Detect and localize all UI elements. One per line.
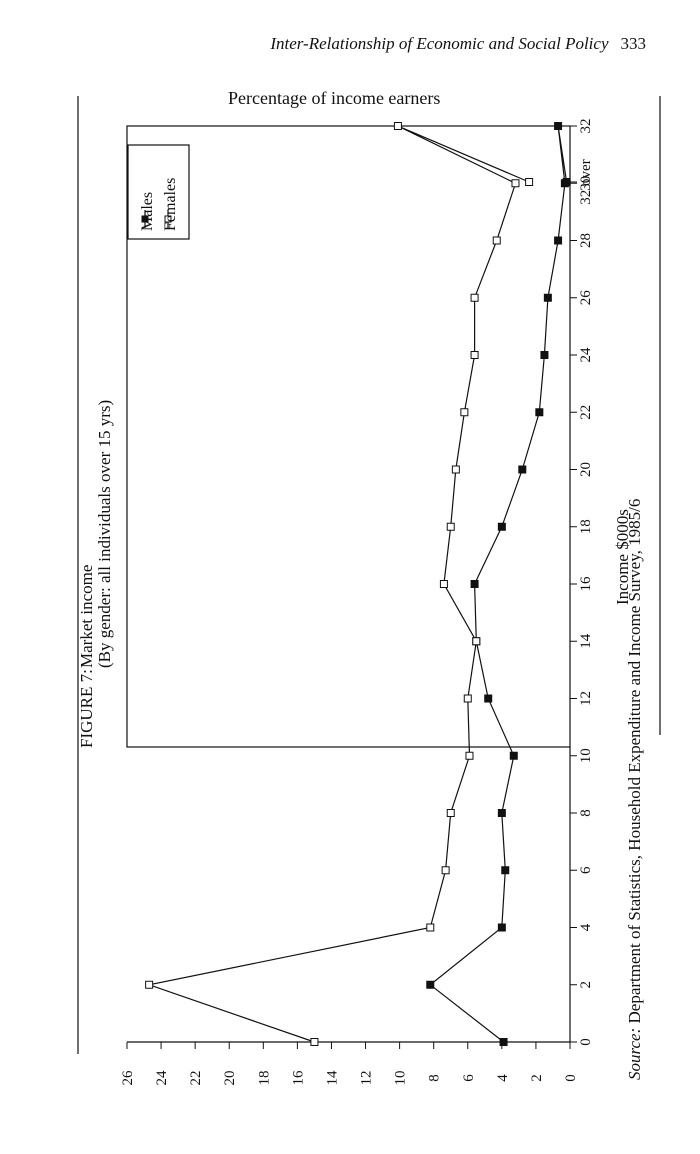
data-point-males bbox=[484, 694, 493, 703]
y-tick-label: 18 bbox=[256, 1071, 272, 1086]
data-point-males bbox=[470, 580, 479, 588]
data-point-males bbox=[497, 809, 506, 817]
data-point-females bbox=[460, 408, 469, 417]
series-line-females bbox=[146, 125, 530, 1043]
x-tick-label: 18 bbox=[578, 519, 594, 534]
data-point-females bbox=[465, 751, 474, 760]
y-tick-label: 4 bbox=[495, 1074, 511, 1082]
data-point-males bbox=[540, 351, 549, 359]
y-tick-label: 26 bbox=[120, 1070, 136, 1086]
y-tick-label: 16 bbox=[290, 1070, 306, 1086]
data-point-males bbox=[518, 465, 527, 474]
legend-males-label: Males bbox=[139, 192, 156, 231]
x-tick-label: 28 bbox=[578, 233, 594, 248]
y-tick-label: 8 bbox=[427, 1074, 443, 1082]
data-point-males bbox=[426, 980, 435, 989]
x-tick-label: 0 bbox=[578, 1038, 594, 1046]
series-line-males bbox=[429, 125, 568, 1043]
running-head: Inter-Relationship of Economic and Socia… bbox=[270, 34, 646, 54]
x-tick-label: 12 bbox=[578, 691, 594, 706]
page-number: 333 bbox=[620, 34, 647, 53]
legend-females-label: Females bbox=[162, 178, 179, 231]
y-tick-label: 12 bbox=[359, 1071, 375, 1086]
y-tick-label: 10 bbox=[393, 1071, 409, 1086]
legend-females-marker bbox=[164, 215, 172, 223]
y-tick-label: 0 bbox=[563, 1074, 579, 1082]
data-point-females bbox=[470, 293, 479, 302]
data-point-males bbox=[499, 1038, 508, 1046]
x-tick-label: 4 bbox=[578, 923, 594, 931]
x-tick-label: 24 bbox=[578, 347, 594, 363]
data-point-females bbox=[145, 980, 154, 989]
plot-frame bbox=[126, 125, 571, 748]
data-point-females bbox=[470, 351, 479, 359]
data-point-males bbox=[554, 236, 563, 245]
legend-box bbox=[127, 144, 190, 240]
data-point-males bbox=[543, 293, 552, 302]
data-point-females bbox=[393, 122, 402, 130]
data-point-females bbox=[426, 923, 435, 932]
data-point-males bbox=[497, 923, 506, 932]
data-point-males bbox=[562, 178, 571, 186]
x-tick-label: 10 bbox=[578, 748, 594, 763]
figure-subtitle: (By gender: all individuals over 15 yrs) bbox=[95, 400, 114, 668]
data-point-females bbox=[525, 178, 534, 186]
data-point-males bbox=[535, 408, 544, 417]
data-point-females bbox=[472, 637, 481, 646]
x-tick-label: 32 bbox=[578, 119, 594, 134]
x-tick-label: 30 bbox=[578, 176, 594, 191]
y-tick-label: 20 bbox=[222, 1071, 238, 1086]
figure-label: FIGURE 7: bbox=[77, 669, 96, 748]
data-point-males bbox=[501, 866, 510, 875]
data-point-males bbox=[509, 751, 518, 760]
data-point-females bbox=[439, 580, 448, 588]
x-tick-label: 2 bbox=[578, 981, 594, 989]
x-tick-label: 6 bbox=[578, 866, 594, 874]
data-point-females bbox=[446, 522, 455, 531]
data-point-females bbox=[310, 1038, 319, 1046]
y-tick-label: 22 bbox=[188, 1071, 204, 1086]
x-tick-label: 20 bbox=[578, 462, 594, 477]
legend: Males Females bbox=[127, 144, 190, 240]
y-axis-title: Percentage of income earners bbox=[228, 88, 441, 108]
data-point-females bbox=[463, 694, 472, 703]
data-point-males bbox=[554, 122, 563, 130]
x-tick-label: 22 bbox=[578, 405, 594, 420]
x-axis-title: Income $000s bbox=[613, 509, 632, 605]
x-tick-label: 8 bbox=[578, 809, 594, 817]
data-point-females bbox=[451, 465, 460, 474]
source-line: Source: Department of Statistics, Househ… bbox=[625, 499, 644, 1080]
data-point-males bbox=[497, 522, 506, 531]
figure-title: Market income bbox=[77, 565, 96, 668]
data-point-females bbox=[441, 866, 450, 875]
y-tick-label: 14 bbox=[324, 1070, 340, 1086]
legend-males-marker bbox=[141, 215, 149, 223]
data-point-females bbox=[492, 236, 501, 245]
x-tick-label: 32 over bbox=[578, 159, 594, 204]
y-tick-label: 24 bbox=[154, 1070, 170, 1086]
x-tick-label: 16 bbox=[578, 576, 594, 592]
series-layer bbox=[145, 122, 571, 1046]
data-point-females bbox=[446, 809, 455, 817]
y-tick-label: 2 bbox=[529, 1074, 545, 1082]
running-head-title: Inter-Relationship of Economic and Socia… bbox=[270, 34, 609, 53]
x-tick-label: 26 bbox=[578, 290, 594, 306]
data-point-females bbox=[511, 179, 520, 188]
y-tick-label: 6 bbox=[461, 1074, 477, 1082]
x-tick-label: 14 bbox=[578, 633, 594, 649]
